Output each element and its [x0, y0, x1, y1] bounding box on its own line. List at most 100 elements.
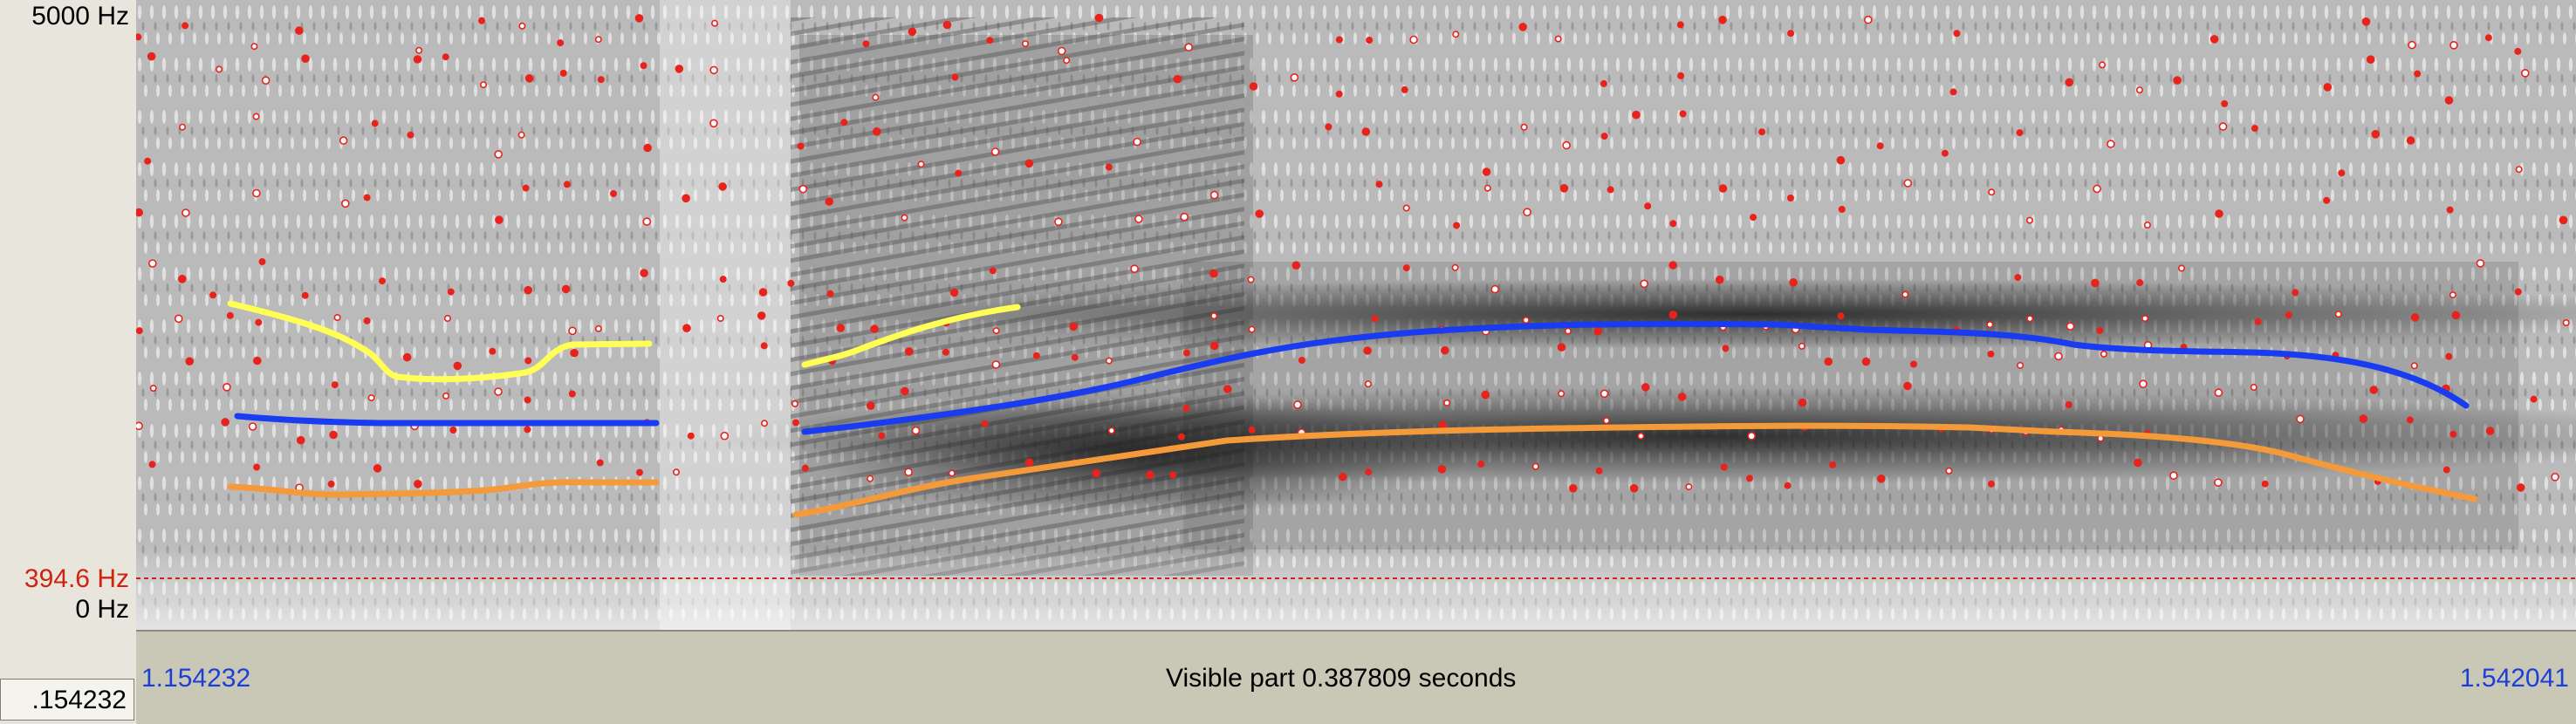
formant-dot	[371, 120, 379, 127]
formant-dot	[1361, 127, 1371, 136]
formant-dot	[1522, 316, 1530, 324]
formant-dot	[1094, 13, 1104, 23]
formant-dot	[2449, 291, 2456, 299]
spectrogram-canvas[interactable]	[136, 0, 2576, 630]
formant-dot	[1945, 467, 1953, 475]
formant-dot	[2369, 386, 2378, 394]
formant-dot	[904, 468, 913, 477]
formant-dot	[2444, 96, 2454, 105]
formant-dot	[2445, 352, 2453, 360]
formant-dot	[2323, 196, 2331, 204]
formant-dot	[223, 382, 231, 392]
formant-dot	[942, 348, 949, 356]
formant-dot	[594, 324, 602, 332]
formant-dot	[798, 184, 808, 194]
formant-dot	[1365, 468, 1373, 475]
formant-dot	[1877, 474, 1886, 483]
formant-dot	[1720, 463, 1728, 471]
formant-dot	[682, 324, 691, 333]
formant-dot	[955, 169, 963, 177]
formant-dot	[1829, 461, 1837, 468]
formant-dot	[443, 314, 451, 322]
formant-dot	[1298, 356, 1305, 364]
formant-dot	[136, 208, 143, 217]
formant-dot	[363, 194, 371, 201]
spectrogram-view[interactable]	[136, 0, 2576, 630]
formant-dot	[296, 435, 305, 445]
formant-dot	[1637, 432, 1645, 440]
formant-dot	[2178, 264, 2186, 272]
formant-dot	[1071, 353, 1079, 361]
formant-dot	[682, 194, 690, 203]
formant-dot	[2214, 388, 2223, 397]
formant-dot	[2446, 206, 2454, 214]
formant-dot	[2066, 322, 2075, 331]
formant-dot	[1452, 31, 1460, 38]
formant-dot	[2366, 55, 2375, 64]
time-bar[interactable]: 1.154232 Visible part 0.387809 seconds 1…	[136, 630, 2576, 724]
formant-dot	[1784, 482, 1792, 489]
formant-dot	[147, 259, 157, 268]
formant-dot	[757, 311, 766, 320]
formant-dot	[261, 76, 271, 85]
formant-dot	[252, 188, 261, 198]
formant-dot	[2406, 416, 2414, 424]
formant-dot	[1105, 163, 1113, 171]
formant-dot	[2141, 315, 2149, 323]
visible-part-duration: Visible part 0.387809 seconds	[1166, 664, 1517, 693]
formant-dot	[2065, 78, 2074, 87]
formant-dot	[559, 69, 567, 77]
formant-dot	[333, 313, 341, 321]
formant-dot	[1750, 214, 1757, 222]
formant-dot	[1184, 43, 1193, 52]
formant-dot	[339, 136, 348, 145]
formant-dot	[442, 392, 450, 400]
formant-dot	[1335, 90, 1343, 98]
formant-dot	[1668, 261, 1677, 270]
formant-dot	[2261, 480, 2269, 488]
formant-dot	[1986, 321, 1994, 329]
formant-dot	[1531, 462, 1539, 470]
formant-dot	[951, 73, 959, 81]
formant-dot	[1441, 345, 1449, 355]
formant-dot	[1024, 159, 1034, 168]
formant-dot	[494, 387, 503, 396]
formant-dot	[1798, 398, 1807, 407]
formant-dot	[1290, 73, 1299, 82]
formant-dot	[1758, 128, 1766, 136]
formant-dot	[718, 182, 727, 191]
formant-dot	[2218, 122, 2228, 131]
formant-dot	[1182, 404, 1190, 412]
formant-dot	[2026, 216, 2034, 224]
formant-dot	[1953, 30, 1961, 38]
formant-dot	[1987, 350, 1995, 358]
formant-dot	[561, 284, 571, 294]
formant-dot	[949, 288, 959, 297]
selection-time-box[interactable]: .154232	[0, 679, 134, 721]
track-orange-right	[792, 422, 2478, 518]
formant-dot	[1210, 312, 1218, 320]
formant-dot	[2014, 274, 2022, 282]
formant-dot	[1249, 82, 1258, 91]
formant-dot	[758, 288, 768, 297]
formant-dot	[522, 184, 530, 192]
formant-dot	[447, 288, 455, 296]
formant-dot	[942, 20, 952, 30]
formant-dot	[185, 357, 195, 366]
formant-dot	[992, 327, 1000, 335]
formant-dot	[1836, 155, 1846, 165]
formant-dot	[2514, 288, 2522, 296]
formant-dot	[144, 157, 152, 165]
formant-dot	[2484, 34, 2492, 42]
formant-dot	[2065, 400, 2072, 408]
formant-dot	[1837, 312, 1845, 320]
formant-dot	[867, 475, 874, 482]
formant-dot	[568, 390, 576, 398]
formant-dot	[901, 386, 909, 396]
formant-dot	[563, 181, 571, 188]
formant-dot	[253, 356, 262, 365]
formant-dot	[1209, 341, 1219, 351]
formant-dot	[557, 39, 565, 47]
formant-dot	[2100, 350, 2107, 358]
formant-dot	[1032, 352, 1040, 359]
